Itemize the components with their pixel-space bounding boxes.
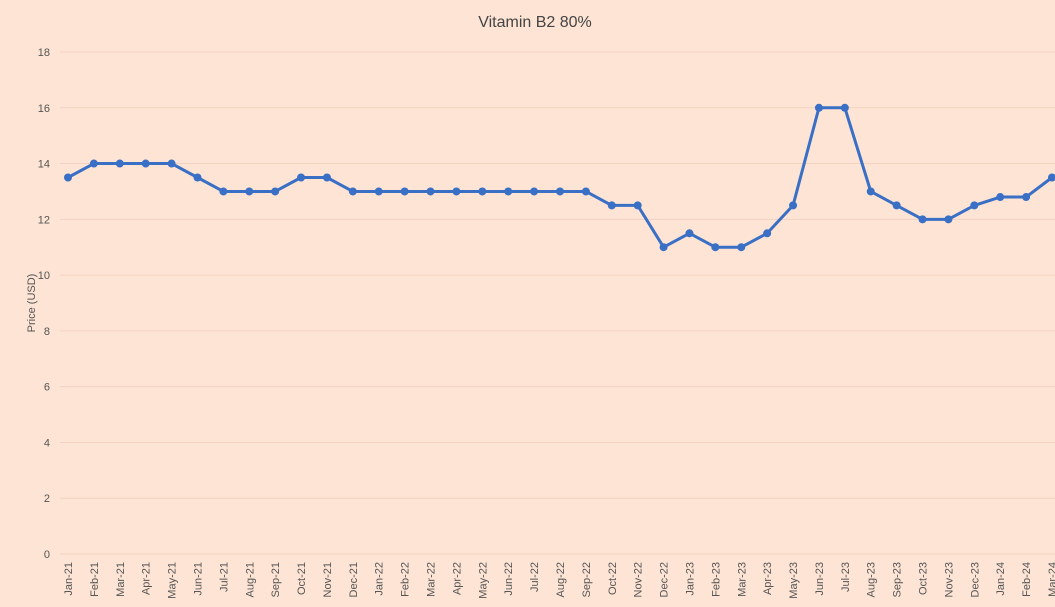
x-tick-label: Mar-22	[426, 562, 438, 597]
point	[789, 201, 798, 210]
point	[400, 187, 409, 196]
point	[219, 187, 228, 196]
point	[478, 187, 487, 196]
y-tick-label: 14	[38, 159, 50, 171]
point	[944, 215, 953, 224]
x-tick-label: Aug-22	[555, 562, 567, 597]
x-tick-label: Mar-24	[1047, 562, 1055, 597]
x-tick-label: May-22	[477, 562, 489, 599]
point	[322, 173, 331, 182]
y-tick-label: 6	[44, 382, 50, 394]
x-tick-label: Dec-21	[348, 562, 360, 597]
x-tick-label: Feb-24	[1021, 562, 1033, 597]
x-tick-label: Sep-23	[892, 562, 904, 597]
y-tick-label: 10	[38, 270, 50, 282]
x-tick-label: Jul-21	[218, 562, 230, 592]
point	[607, 201, 616, 210]
x-tick-label: Apr-23	[762, 562, 774, 595]
point	[763, 229, 772, 238]
point	[452, 187, 461, 196]
x-tick-label: May-21	[167, 562, 179, 599]
point	[141, 159, 150, 168]
point	[814, 103, 823, 112]
x-tick-label: Jan-22	[374, 562, 386, 596]
x-tick-label: Jan-21	[63, 562, 75, 596]
point	[348, 187, 357, 196]
x-tick-label: Apr-21	[141, 562, 153, 595]
y-tick-label: 12	[38, 214, 50, 226]
x-tick-label: May-23	[788, 562, 800, 599]
point	[426, 187, 435, 196]
x-tick-label: Jan-23	[684, 562, 696, 596]
x-tick-label: Jun-23	[814, 562, 826, 596]
point	[737, 243, 746, 252]
point	[659, 243, 668, 252]
x-tick-label: Feb-21	[89, 562, 101, 597]
point	[1022, 193, 1031, 202]
x-tick-label: Sep-22	[581, 562, 593, 597]
point	[711, 243, 720, 252]
point	[530, 187, 539, 196]
point	[918, 215, 927, 224]
x-tick-label: Dec-23	[969, 562, 981, 597]
point	[167, 159, 176, 168]
point	[64, 173, 72, 182]
y-tick-label: 0	[44, 549, 50, 561]
y-tick-label: 4	[44, 437, 50, 449]
point	[996, 193, 1005, 202]
y-tick-label: 16	[38, 103, 50, 115]
point	[840, 103, 849, 112]
x-tick-label: Apr-22	[451, 562, 463, 595]
x-tick-label: Oct-22	[607, 562, 619, 595]
point	[115, 159, 124, 168]
x-tick-label: Mar-23	[736, 562, 748, 597]
x-tick-label: Nov-22	[633, 562, 645, 597]
y-axis-label: Price (USD)	[26, 274, 38, 333]
x-tick-label: Jun-21	[192, 562, 204, 596]
y-tick-label: 2	[44, 493, 50, 505]
x-tick-label: Oct-23	[918, 562, 930, 595]
x-tick-label: Sep-21	[270, 562, 282, 597]
point	[633, 201, 642, 210]
point	[504, 187, 513, 196]
x-tick-label: Oct-21	[296, 562, 308, 595]
point	[970, 201, 979, 210]
point	[374, 187, 383, 196]
point	[556, 187, 564, 196]
x-tick-label: Jan-24	[995, 562, 1007, 596]
x-tick-label: Jul-23	[840, 562, 852, 592]
x-tick-label: Mar-21	[115, 562, 127, 597]
x-tick-label: Jul-22	[529, 562, 541, 592]
x-tick-label: Feb-23	[710, 562, 722, 597]
x-tick-label: Aug-21	[244, 562, 256, 597]
x-tick-label: Nov-23	[943, 562, 955, 597]
x-tick-label: Dec-22	[659, 562, 671, 597]
point	[193, 173, 202, 182]
point	[866, 187, 875, 196]
y-tick-label: 18	[38, 47, 50, 59]
point	[581, 187, 590, 196]
y-tick-label: 8	[44, 326, 50, 338]
point	[892, 201, 901, 210]
point	[271, 187, 280, 196]
point	[297, 173, 306, 182]
point	[89, 159, 98, 168]
x-tick-label: Feb-22	[400, 562, 412, 597]
x-tick-label: Nov-21	[322, 562, 334, 597]
x-tick-label: Jun-22	[503, 562, 515, 596]
point	[685, 229, 694, 238]
point	[1048, 173, 1055, 182]
chart-title: Vitamin B2 80%	[478, 14, 592, 31]
x-tick-label: Aug-23	[866, 562, 878, 597]
point	[245, 187, 254, 196]
